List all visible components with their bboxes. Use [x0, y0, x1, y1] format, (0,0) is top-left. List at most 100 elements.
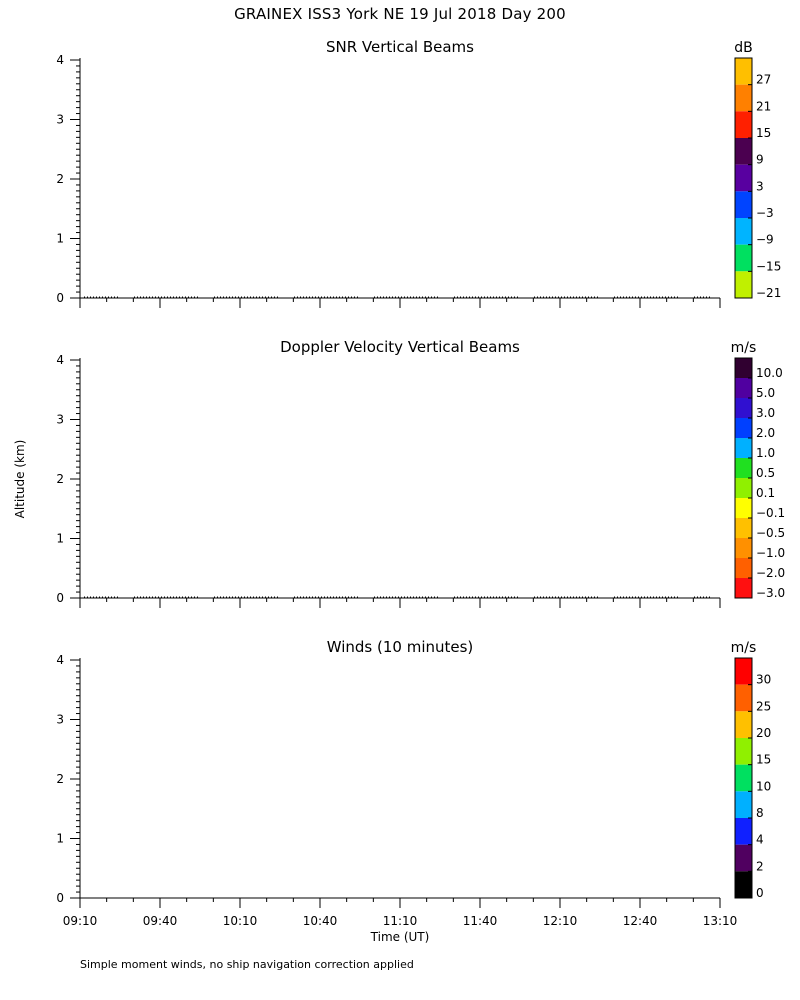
colorbar-swatch — [735, 478, 752, 498]
colorbar-label: −0.5 — [756, 526, 785, 540]
colorbar-label: 27 — [756, 73, 771, 87]
page-title: GRAINEX ISS3 York NE 19 Jul 2018 Day 200 — [234, 5, 566, 23]
colorbar-label: 5.0 — [756, 386, 775, 400]
colorbar-label: 9 — [756, 153, 764, 167]
y-tick-label: 1 — [56, 232, 64, 246]
colorbar-label: 10 — [756, 779, 771, 793]
colorbar-frame — [734, 57, 753, 299]
colorbar-label: −1.0 — [756, 546, 785, 560]
colorbar-swatch — [735, 358, 752, 378]
colorbar-swatch — [735, 658, 752, 685]
y-tick-label: 4 — [56, 353, 64, 367]
y-tick-label: 3 — [56, 113, 64, 127]
y-tick-label: 1 — [56, 832, 64, 846]
colorbar-label: 10.0 — [756, 366, 783, 380]
colorbar-swatch — [735, 164, 752, 192]
colorbar-swatch — [735, 138, 752, 165]
colorbar-swatch — [735, 791, 752, 818]
x-tick-label: 11:40 — [463, 914, 498, 928]
colorbar-label: 15 — [756, 753, 771, 767]
y-tick-label: 3 — [56, 713, 64, 727]
y-tick-label: 0 — [56, 891, 64, 905]
colorbar-swatch — [735, 271, 752, 298]
colorbar-swatch — [735, 558, 752, 578]
x-tick-label: 09:10 — [63, 914, 98, 928]
y-tick-label: 2 — [56, 772, 64, 786]
y-tick-label: 1 — [56, 532, 64, 546]
colorbar-label: −21 — [756, 286, 781, 300]
y-tick-label: 2 — [56, 172, 64, 186]
chart-panel-2: Doppler Velocity Vertical Beams 0 1 2 3 4 Alti… — [13, 338, 785, 608]
colorbar-swatch — [735, 378, 752, 398]
x-tick-label: 10:40 — [303, 914, 338, 928]
colorbar-swatch — [735, 84, 752, 112]
y-tick-label: 3 — [56, 413, 64, 427]
colorbar-label: −3.0 — [756, 586, 785, 600]
colorbar-label: 20 — [756, 726, 771, 740]
colorbar-label: −2.0 — [756, 566, 785, 580]
colorbar-swatch — [735, 764, 752, 792]
colorbar-swatch — [735, 538, 752, 558]
y-tick-label: 0 — [56, 591, 64, 605]
colorbar-label: 15 — [756, 126, 771, 140]
colorbar-label: 8 — [756, 806, 764, 820]
colorbar-unit: m/s — [731, 640, 757, 656]
colorbar-swatch — [735, 498, 752, 518]
colorbar-label: 0 — [756, 886, 764, 900]
colorbar-swatch — [735, 578, 752, 598]
colorbar-swatch — [735, 58, 752, 85]
colorbar-label: 2 — [756, 859, 764, 873]
panel-title: Doppler Velocity Vertical Beams — [280, 338, 520, 356]
colorbar-label: 2.0 — [756, 426, 775, 440]
y-tick-label: 4 — [56, 653, 64, 667]
colorbar-swatch — [735, 458, 752, 478]
colorbar-swatch — [735, 191, 752, 218]
colorbar-unit: dB — [734, 40, 753, 56]
x-tick-label: 12:10 — [543, 914, 578, 928]
colorbar-swatch — [735, 711, 752, 738]
colorbar-label: −0.1 — [756, 506, 785, 520]
colorbar-frame — [734, 657, 753, 899]
colorbar-swatch — [735, 518, 752, 538]
colorbar-swatch — [735, 418, 752, 438]
colorbar-label: −9 — [756, 233, 774, 247]
x-tick-label: 09:40 — [143, 914, 178, 928]
colorbar-unit: m/s — [731, 340, 757, 356]
colorbar-swatch — [735, 398, 752, 418]
colorbar-label: 21 — [756, 99, 771, 113]
x-tick-label: 13:10 — [703, 914, 738, 928]
colorbar-label: 1.0 — [756, 446, 775, 460]
y-tick-label: 2 — [56, 472, 64, 486]
chart-panel-3: Winds (10 minutes) 0 1 2 3 4 09:10 09:40 10:10 10… — [56, 638, 771, 944]
colorbar-swatch — [735, 438, 752, 458]
colorbar-swatch — [735, 818, 752, 845]
colorbar-label: 3 — [756, 179, 764, 193]
y-axis-label: Altitude (km) — [13, 440, 27, 519]
y-tick-label: 4 — [56, 53, 64, 67]
x-tick-label: 10:10 — [223, 914, 258, 928]
footnote: Simple moment winds, no ship navigation … — [80, 958, 414, 971]
colorbar-swatch — [735, 218, 752, 245]
colorbar-label: −3 — [756, 206, 774, 220]
colorbar-swatch — [735, 844, 752, 872]
colorbar-label: 0.5 — [756, 466, 775, 480]
colorbar-swatch — [735, 244, 752, 272]
colorbar-swatch — [735, 111, 752, 138]
colorbar-label: 25 — [756, 699, 771, 713]
x-tick-label: 11:10 — [383, 914, 418, 928]
colorbar-label: 4 — [756, 833, 764, 847]
panel-title: SNR Vertical Beams — [326, 38, 474, 56]
x-tick-label: 12:40 — [623, 914, 658, 928]
colorbar-label: 30 — [756, 673, 771, 687]
colorbar-swatch — [735, 871, 752, 898]
x-axis-label: Time (UT) — [370, 930, 430, 944]
colorbar-swatch — [735, 684, 752, 712]
y-tick-label: 0 — [56, 291, 64, 305]
colorbar-label: 3.0 — [756, 406, 775, 420]
chart-panel-1: SNR Vertical Beams 0 1 2 3 4 dB 27 21 15 9 3 −3 −9 −15… — [56, 38, 781, 308]
colorbar-swatch — [735, 738, 752, 765]
colorbar-label: 0.1 — [756, 486, 775, 500]
colorbar-label: −15 — [756, 259, 781, 273]
panel-title: Winds (10 minutes) — [327, 638, 474, 656]
